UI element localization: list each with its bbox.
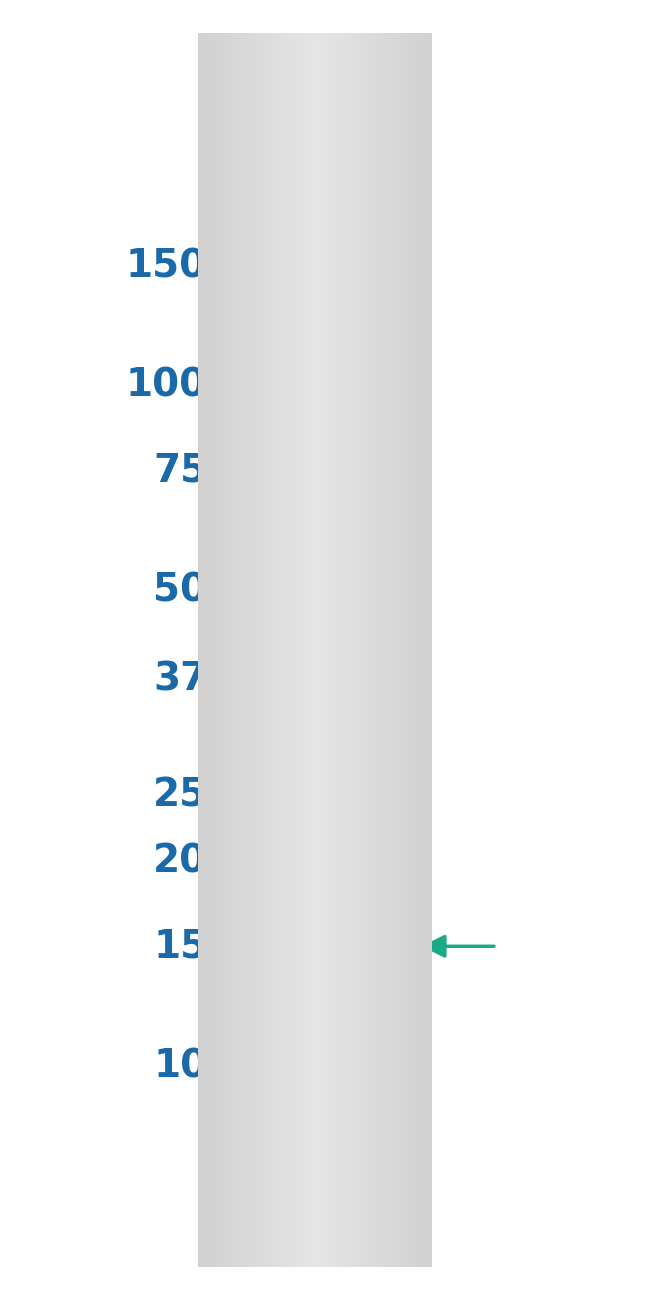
Text: 10: 10 xyxy=(153,1046,207,1086)
Text: 100: 100 xyxy=(126,367,207,404)
Ellipse shape xyxy=(240,647,411,696)
Text: 20: 20 xyxy=(153,842,207,880)
Text: 75: 75 xyxy=(153,452,207,490)
Text: 150: 150 xyxy=(126,247,207,285)
Text: 37: 37 xyxy=(153,660,207,698)
Ellipse shape xyxy=(244,660,407,682)
Text: 50: 50 xyxy=(153,572,207,610)
Text: 15: 15 xyxy=(153,927,207,966)
Text: 25: 25 xyxy=(153,776,207,814)
Ellipse shape xyxy=(248,933,402,959)
Ellipse shape xyxy=(244,915,406,978)
